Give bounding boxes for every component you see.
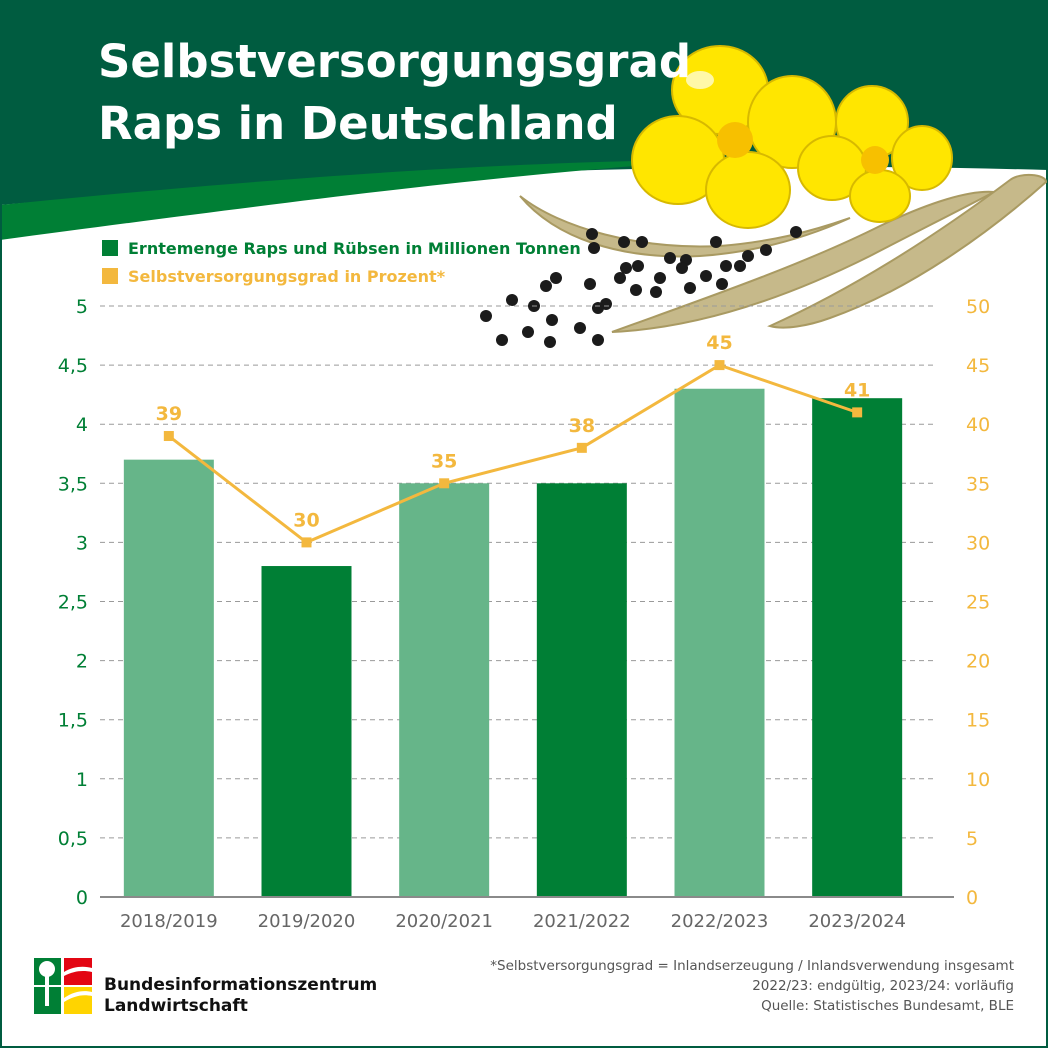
x-tick-label: 2021/2022 bbox=[533, 911, 631, 932]
y-left-tick-label: 2 bbox=[76, 651, 88, 673]
y-left-tick-label: 1 bbox=[76, 769, 88, 791]
selfsufficiency-line bbox=[167, 363, 858, 545]
pod-top bbox=[519, 195, 851, 258]
rapeseed-illustration bbox=[480, 45, 1048, 348]
seeds bbox=[480, 226, 802, 348]
y-left-tick-label: 3 bbox=[76, 532, 88, 554]
line-point bbox=[852, 407, 863, 418]
legend-item-selfsufficiency: Selbstversorgungsgrad in Prozent* bbox=[102, 265, 445, 287]
footnote-definition: *Selbstversorgungsgrad = Inlandserzeugun… bbox=[490, 958, 1014, 974]
y-left-tick-label: 5 bbox=[76, 296, 88, 318]
footnote-status: 2022/23: endgültig, 2023/24: vorläufig bbox=[752, 978, 1014, 994]
data-label: 41 bbox=[844, 379, 870, 401]
line-point bbox=[163, 431, 174, 442]
legend-label-harvest: Erntemenge Raps und Rübsen in Millionen … bbox=[128, 238, 581, 258]
y-right-tick-label: 50 bbox=[966, 296, 990, 318]
data-label: 38 bbox=[569, 415, 595, 437]
line-point bbox=[439, 478, 450, 489]
bars bbox=[123, 388, 903, 897]
y-left-tick-label: 4 bbox=[76, 414, 88, 436]
y-left-tick-label: 1,5 bbox=[58, 710, 88, 732]
data-label: 45 bbox=[706, 332, 732, 354]
bar bbox=[674, 388, 765, 897]
y-left-tick-label: 3,5 bbox=[58, 473, 88, 495]
data-label: 39 bbox=[156, 403, 182, 425]
page-title-line-2: Raps in Deutschland bbox=[98, 97, 618, 150]
x-tick-label: 2022/2023 bbox=[671, 911, 769, 932]
y-right-tick-label: 10 bbox=[966, 769, 990, 791]
legend-item-harvest: Erntemenge Raps und Rübsen in Millionen … bbox=[102, 237, 581, 259]
page-title-line-1: Selbstversorgungsgrad bbox=[98, 35, 692, 88]
y-left-tick-label: 2,5 bbox=[58, 592, 88, 614]
legend-swatch-harvest bbox=[102, 240, 118, 256]
footnote-source: Quelle: Statistisches Bundesamt, BLE bbox=[761, 998, 1014, 1014]
bar bbox=[536, 483, 627, 897]
y-right-tick-label: 35 bbox=[966, 473, 990, 495]
x-tick-label: 2019/2020 bbox=[258, 911, 356, 932]
y-right-tick-label: 0 bbox=[966, 887, 978, 909]
bar bbox=[261, 566, 352, 897]
grid bbox=[100, 305, 934, 839]
org-name-line-2: Landwirtschaft bbox=[104, 996, 248, 1016]
y-right-tick-label: 15 bbox=[966, 710, 990, 732]
y-left-tick-label: 0 bbox=[76, 887, 88, 909]
biz-logo bbox=[34, 958, 92, 1014]
y-right-tick-label: 25 bbox=[966, 592, 990, 614]
flower-right bbox=[797, 85, 953, 223]
data-label: 30 bbox=[293, 509, 319, 531]
line-point bbox=[576, 442, 587, 453]
x-tick-label: 2018/2019 bbox=[120, 911, 218, 932]
y-left-tick-label: 4,5 bbox=[58, 355, 88, 377]
bar bbox=[812, 398, 903, 897]
y-right-tick-label: 20 bbox=[966, 651, 990, 673]
header-swoosh bbox=[0, 160, 720, 240]
y-left-tick-label: 0,5 bbox=[58, 828, 88, 850]
legend-label-selfsufficiency: Selbstversorgungsgrad in Prozent* bbox=[128, 266, 446, 286]
y-right-tick-label: 40 bbox=[966, 414, 990, 436]
bar bbox=[123, 459, 214, 897]
data-label: 35 bbox=[431, 450, 457, 472]
bar bbox=[399, 483, 490, 897]
x-tick-label: 2020/2021 bbox=[395, 911, 493, 932]
tick-labels: 00,511,522,533,544,550510152025303540455… bbox=[58, 296, 990, 932]
line-point bbox=[714, 360, 725, 371]
y-right-tick-label: 45 bbox=[966, 355, 990, 377]
line-series: 39 30 35 38 45 41 bbox=[156, 332, 870, 548]
org-name-line-1: Bundesinformationszentrum bbox=[104, 975, 378, 995]
x-tick-label: 2023/2024 bbox=[808, 911, 906, 932]
y-right-tick-label: 30 bbox=[966, 532, 990, 554]
legend-swatch-selfsufficiency bbox=[102, 268, 118, 284]
pod-right bbox=[767, 174, 1048, 329]
line-point bbox=[301, 537, 312, 548]
y-right-tick-label: 5 bbox=[966, 828, 978, 850]
